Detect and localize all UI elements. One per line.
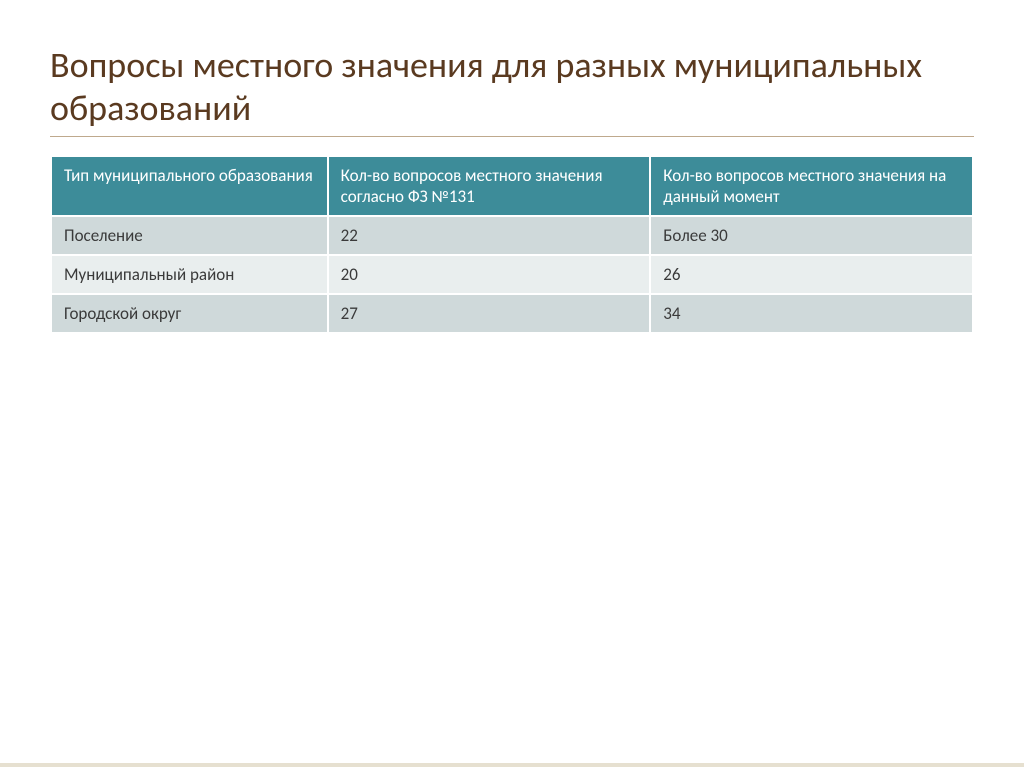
table-cell: 34 [650, 294, 973, 333]
table-cell: Городской округ [51, 294, 328, 333]
table-row: Городской округ 27 34 [51, 294, 973, 333]
table-cell: Поселение [51, 216, 328, 255]
table-header-row: Тип муниципального образования Кол-во во… [51, 156, 973, 216]
slide-container: Вопросы местного значения для разных мун… [0, 0, 1024, 767]
table-header-cell: Кол-во вопросов местного значения на дан… [650, 156, 973, 216]
table-cell: 22 [328, 216, 651, 255]
table-header-cell: Кол-во вопросов местного значения соглас… [328, 156, 651, 216]
table-cell: 26 [650, 255, 973, 294]
slide-title: Вопросы местного значения для разных мун… [50, 44, 974, 137]
table-header-cell: Тип муниципального образования [51, 156, 328, 216]
data-table: Тип муниципального образования Кол-во во… [50, 155, 974, 334]
table-cell: Более 30 [650, 216, 973, 255]
table-cell: 27 [328, 294, 651, 333]
table-cell: Муниципальный район [51, 255, 328, 294]
table-body: Поселение 22 Более 30 Муниципальный райо… [51, 216, 973, 333]
table-cell: 20 [328, 255, 651, 294]
table-row: Поселение 22 Более 30 [51, 216, 973, 255]
table-row: Муниципальный район 20 26 [51, 255, 973, 294]
